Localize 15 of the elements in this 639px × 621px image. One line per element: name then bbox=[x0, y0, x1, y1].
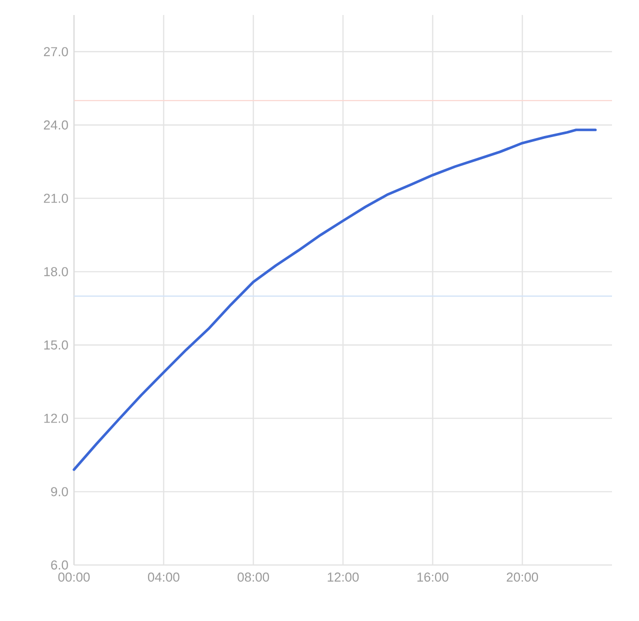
x-tick-label: 12:00 bbox=[328, 572, 359, 582]
y-tick-label: 12.0 bbox=[44, 414, 68, 423]
x-tick-label: 04:00 bbox=[148, 572, 180, 582]
x-tick-label: 08:00 bbox=[238, 572, 270, 582]
y-tick-label: 15.0 bbox=[44, 340, 68, 350]
x-tick-label: 00:00 bbox=[58, 572, 90, 582]
y-tick-label: 27.0 bbox=[44, 47, 68, 56]
y-tick-label: 24.0 bbox=[44, 120, 68, 130]
x-tick-label: 20:00 bbox=[506, 572, 538, 582]
y-tick-label: 18.0 bbox=[44, 267, 68, 276]
x-tick-label: 16:00 bbox=[417, 572, 448, 582]
y-tick-label: 6.0 bbox=[51, 560, 68, 570]
y-tick-label: 9.0 bbox=[51, 487, 68, 496]
line-series bbox=[72, 128, 597, 471]
y-tick-label: 21.0 bbox=[44, 194, 68, 203]
